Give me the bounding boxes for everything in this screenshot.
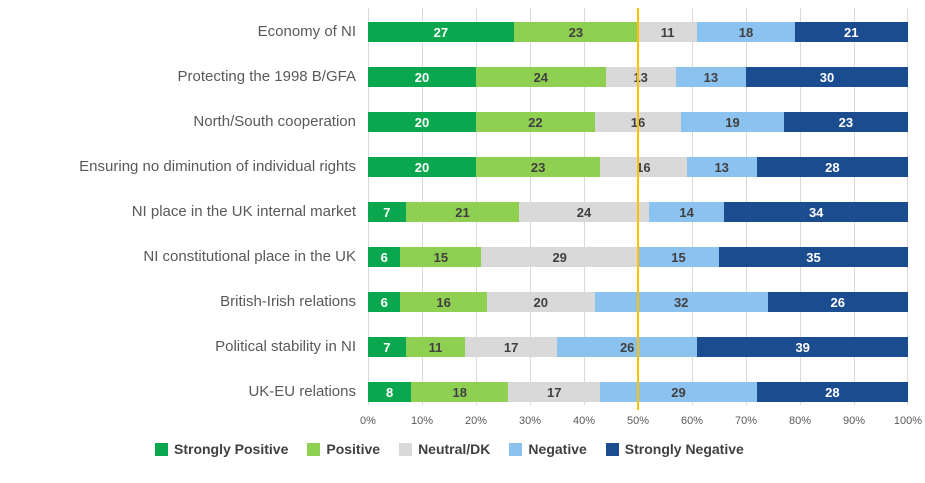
bar-segment-strongly-negative: 35 bbox=[718, 247, 908, 267]
category-label-ni-place-in-the-uk-internal-market: NI place in the UK internal market bbox=[131, 203, 356, 220]
bar-segment-positive: 16 bbox=[400, 292, 487, 312]
bar-segment-neutral-dk: 11 bbox=[637, 22, 698, 42]
bar-segment-negative: 14 bbox=[648, 202, 725, 222]
bar-row-ni-place-in-the-uk-internal-market: 7 21 24 14 34 bbox=[368, 202, 908, 222]
legend-label: Neutral/DK bbox=[418, 441, 491, 457]
bar-segment-neutral-dk: 17 bbox=[465, 337, 557, 357]
bar-segment-positive: 18 bbox=[411, 382, 509, 402]
category-label-political-stability-in-ni: Political stability in NI bbox=[215, 338, 356, 355]
legend-label: Negative bbox=[528, 441, 587, 457]
x-axis-tick-label: 40% bbox=[572, 415, 596, 427]
x-axis-tick-label: 0% bbox=[360, 415, 376, 427]
bar-segment-neutral-dk: 24 bbox=[519, 202, 649, 222]
x-axis-tick-label: 100% bbox=[893, 415, 923, 427]
x-axis-tick-label: 10% bbox=[410, 415, 434, 427]
bar-segment-strongly-negative: 23 bbox=[783, 112, 908, 132]
bar-row-north-south-cooperation: 2022161923 bbox=[368, 112, 908, 132]
bar-segment-strongly-negative: 39 bbox=[697, 337, 908, 357]
bar-segment-neutral-dk: 29 bbox=[481, 247, 638, 267]
category-label-british-irish-relations: British-Irish relations bbox=[220, 293, 356, 310]
bar-row-economy-of-ni: 27 23 11 18 21 bbox=[368, 22, 908, 42]
bar-segment-negative: 13 bbox=[686, 157, 757, 177]
bar-segment-positive: 11 bbox=[405, 337, 466, 357]
bar-segment-positive: 22 bbox=[476, 112, 595, 132]
bar-segment-negative: 29 bbox=[600, 382, 757, 402]
plot-area: 2723111821202413133020221619232023161328… bbox=[368, 8, 908, 410]
bar-segment-strongly-positive: 20 bbox=[368, 157, 476, 177]
legend: Strongly Positive Positive Neutral/DK Negat… bbox=[155, 441, 744, 457]
bar-segment-negative: 19 bbox=[681, 112, 784, 132]
x-axis-tick-label: 90% bbox=[842, 415, 866, 427]
bar-segment-positive: 24 bbox=[476, 67, 606, 87]
legend-swatch-icon bbox=[399, 442, 413, 456]
bar-segment-negative: 15 bbox=[637, 247, 719, 267]
bar-segment-strongly-negative: 30 bbox=[745, 67, 908, 87]
x-axis-tick-label: 80% bbox=[788, 415, 812, 427]
legend-swatch-icon bbox=[155, 442, 168, 456]
legend-swatch-icon bbox=[307, 442, 321, 456]
bar-segment-strongly-positive: 6 bbox=[368, 292, 401, 312]
bar-row-ni-constitutional-place-in-the-uk: 6 15 29 15 35 bbox=[368, 247, 908, 267]
bar-segment-strongly-negative: 28 bbox=[756, 157, 908, 177]
bar-segment-strongly-positive: 8 bbox=[368, 382, 412, 402]
legend-item-positive: Positive bbox=[307, 441, 380, 457]
bar-row-uk-eu-relations: 8 18 17 29 28 bbox=[368, 382, 908, 402]
category-label-north-south-cooperation: North/South cooperation bbox=[193, 113, 356, 130]
bar-segment-strongly-positive: 27 bbox=[368, 22, 514, 42]
bar-segment-negative: 32 bbox=[594, 292, 768, 312]
x-axis-tick-label: 70% bbox=[734, 415, 758, 427]
bar-segment-strongly-negative: 26 bbox=[767, 292, 908, 312]
bar-segment-neutral-dk: 16 bbox=[600, 157, 687, 177]
bar-segment-neutral-dk: 17 bbox=[508, 382, 601, 402]
bar-row-protecting-the-1998-b-gfa: 20 24 13 13 30 bbox=[368, 67, 908, 87]
bar-segment-positive: 23 bbox=[476, 157, 601, 177]
legend-label: Positive bbox=[326, 441, 381, 457]
bar-segment-strongly-negative: 34 bbox=[724, 202, 908, 222]
bar-segment-neutral-dk: 20 bbox=[486, 292, 595, 312]
reference-line-50-percent bbox=[637, 8, 639, 410]
bar-segment-strongly-positive: 7 bbox=[368, 202, 406, 222]
x-axis-tick-label: 20% bbox=[464, 415, 488, 427]
bar-segment-strongly-positive: 20 bbox=[368, 67, 476, 87]
legend-swatch-icon bbox=[509, 442, 523, 456]
category-label-ni-constitutional-place-in-the-uk: NI constitutional place in the UK bbox=[143, 248, 356, 265]
bar-row-political-stability-in-ni: 7 11 17 26 39 bbox=[368, 337, 908, 357]
x-axis-tick-label: 60% bbox=[680, 415, 704, 427]
bar-segment-negative: 18 bbox=[697, 22, 795, 42]
category-label-ensuring-no-diminution-of-individual-rights: Ensuring no diminution of individual rig… bbox=[79, 158, 356, 175]
legend-item-negative: Negative bbox=[509, 441, 587, 457]
x-axis-tick-label: 30% bbox=[518, 415, 542, 427]
legend-item-strongly-negative: Strongly Negative bbox=[605, 441, 744, 457]
category-label-protecting-the-1998-b-gfa: Protecting the 1998 B/GFA bbox=[177, 68, 356, 85]
bar-segment-positive: 21 bbox=[405, 202, 520, 222]
legend-label: Strongly Negative bbox=[624, 441, 744, 457]
bar-segment-strongly-positive: 20 bbox=[368, 112, 476, 132]
bar-segment-negative: 13 bbox=[675, 67, 746, 87]
bar-segment-strongly-negative: 28 bbox=[756, 382, 908, 402]
category-label-economy-of-ni: Economy of NI bbox=[257, 23, 356, 40]
legend-swatch-icon bbox=[605, 442, 619, 456]
bar-segment-positive: 23 bbox=[513, 22, 638, 42]
bar-segment-positive: 15 bbox=[400, 247, 482, 267]
bar-segment-strongly-negative: 21 bbox=[794, 22, 908, 42]
bar-segment-negative: 26 bbox=[556, 337, 698, 357]
bar-segment-strongly-positive: 7 bbox=[368, 337, 406, 357]
x-axis-tick-label: 50% bbox=[626, 415, 650, 427]
legend-item-neutral-dk: Neutral/DK bbox=[399, 441, 490, 457]
bar-segment-strongly-positive: 6 bbox=[368, 247, 401, 267]
category-label-uk-eu-relations: UK-EU relations bbox=[248, 383, 356, 400]
bar-row-ensuring-no-diminution-of-individual-rights: 20 23 16 13 28 bbox=[368, 157, 908, 177]
legend-label: Strongly Positive bbox=[174, 441, 289, 457]
legend-item-strongly-positive: Strongly Positive bbox=[155, 441, 288, 457]
bar-segment-neutral-dk: 13 bbox=[605, 67, 676, 87]
